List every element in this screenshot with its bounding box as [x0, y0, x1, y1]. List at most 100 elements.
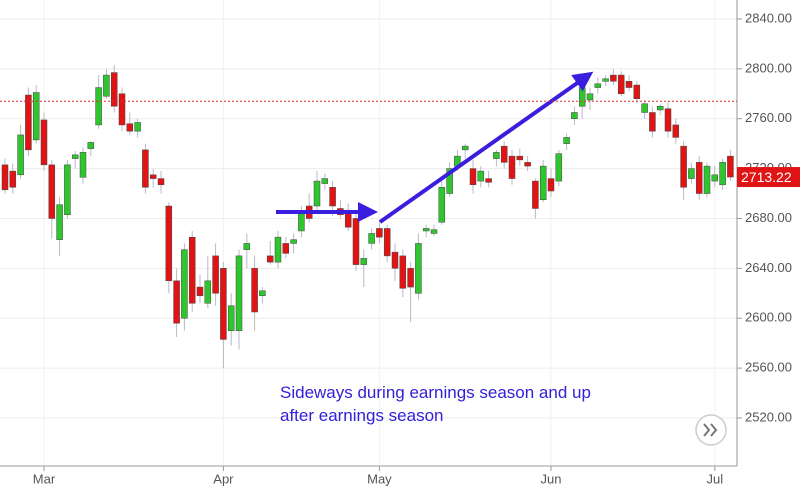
candle-body [142, 149, 149, 188]
candle-body [17, 134, 24, 176]
candle-body [181, 249, 188, 319]
candle-body [610, 74, 617, 82]
candle-body [110, 72, 118, 107]
candle-body [656, 105, 664, 111]
candle-body [711, 174, 719, 182]
candle-body [71, 154, 79, 159]
candle-body [688, 168, 695, 179]
candle-body [508, 155, 516, 179]
candle-body [703, 165, 711, 194]
candle-body [251, 268, 258, 313]
candle-body [1, 164, 9, 191]
y-tick-label: 2840.00 [745, 10, 792, 25]
candle-body [391, 251, 399, 269]
candle-body [539, 165, 547, 201]
annotation: Sideways during earnings season and up [280, 383, 591, 402]
candle-body [407, 268, 414, 288]
candle-body [664, 108, 672, 132]
candle-body [56, 204, 63, 240]
candle-body [602, 78, 609, 82]
candle-body [477, 170, 485, 182]
candle-body [9, 170, 17, 188]
candle-body [594, 83, 602, 88]
last-price-label: 2713.22 [741, 169, 792, 185]
candle-body [95, 87, 102, 126]
candle-body [118, 93, 126, 126]
candle-body [220, 268, 227, 340]
candle-body [383, 228, 391, 257]
candle-body [571, 112, 578, 119]
candle-body [415, 243, 422, 294]
candle-body [672, 124, 680, 138]
candle-body [493, 152, 500, 159]
candle-body [32, 92, 40, 141]
candle-body [376, 228, 383, 238]
candle-body [25, 94, 32, 151]
candle-body [625, 81, 633, 88]
candle-body [399, 255, 407, 289]
candle-body [485, 178, 492, 183]
candle-body [547, 178, 555, 192]
x-tick-label: May [367, 471, 392, 486]
candle-body [266, 255, 274, 263]
candle-body [555, 153, 563, 182]
x-tick-label: Jun [541, 471, 562, 486]
candle-body [134, 122, 141, 132]
y-tick-label: 2760.00 [745, 110, 792, 125]
y-tick-label: 2600.00 [745, 310, 792, 325]
button-icon[interactable] [703, 423, 718, 437]
candle-body [649, 112, 656, 132]
arrow-up [378, 71, 594, 224]
candle-body [524, 162, 531, 167]
candle-body [430, 229, 438, 234]
candle-body [126, 123, 134, 132]
y-tick-label: 2640.00 [745, 260, 792, 275]
candle-body [352, 218, 360, 265]
y-tick-label: 2680.00 [745, 210, 792, 225]
candle-body [586, 93, 594, 101]
candle-body [196, 286, 204, 297]
candle-body [500, 145, 508, 163]
candle-body [680, 145, 687, 188]
candle-body [446, 168, 453, 194]
x-tick-label: Apr [213, 471, 234, 486]
candle-body [422, 228, 430, 232]
candle-body [727, 155, 734, 178]
candle-body [563, 137, 570, 144]
candle-body [48, 164, 56, 219]
candle-body [165, 205, 173, 282]
candle-body [259, 290, 266, 297]
candle-body [188, 236, 196, 304]
candle-body [204, 280, 212, 304]
candle-body [368, 233, 375, 244]
candle-body [617, 74, 625, 95]
candle-body [274, 236, 282, 263]
candle-body [173, 280, 180, 324]
candle-body [532, 180, 539, 209]
candle-body [344, 211, 352, 228]
x-tick-label: Mar [33, 471, 56, 486]
annotation: after earnings season [280, 406, 444, 425]
candle-body [469, 168, 477, 186]
candle-body [438, 187, 446, 223]
candle-body [235, 255, 243, 331]
candle-body [227, 305, 235, 331]
candle-body [695, 162, 703, 194]
candle-body [212, 255, 219, 294]
candle-body [329, 187, 336, 207]
candle-body [157, 178, 165, 186]
button-circle[interactable] [695, 414, 727, 446]
candle-body [290, 239, 297, 244]
x-tick-label: Jul [706, 471, 723, 486]
candle-body [516, 155, 524, 161]
candle-body [321, 178, 329, 184]
scroll-button[interactable] [695, 414, 727, 446]
y-tick-label: 2800.00 [745, 60, 792, 75]
candle-body [360, 258, 368, 265]
candle-body [243, 243, 251, 250]
candle-body [578, 87, 586, 107]
candles [1, 65, 734, 369]
candle-body [719, 162, 726, 186]
candle-body [282, 243, 290, 254]
